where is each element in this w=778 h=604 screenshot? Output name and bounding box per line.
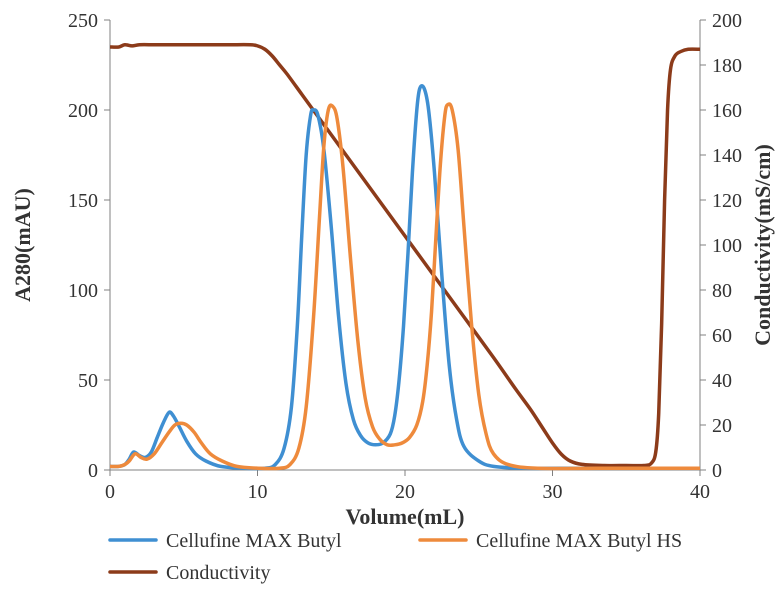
y-right-tick-label: 160 <box>712 100 742 122</box>
y-right-tick-label: 120 <box>712 190 742 212</box>
y-left-tick-label: 0 <box>88 460 98 482</box>
y-left-tick-label: 200 <box>68 100 98 122</box>
y-right-tick-label: 20 <box>712 415 732 437</box>
x-axis-label: Volume(mL) <box>346 504 465 529</box>
series-butyl <box>110 86 700 469</box>
x-tick-label: 20 <box>395 481 415 503</box>
y-left-axis-label: A280(mAU) <box>10 188 35 302</box>
y-right-axis-label: Conductivity(mS/cm) <box>750 144 775 346</box>
legend-label-conductivity: Conductivity <box>166 562 270 584</box>
legend-label-butyl_hs: Cellufine MAX Butyl HS <box>476 530 682 552</box>
chart-svg: 0102030400501001502002500204060801001201… <box>0 0 778 604</box>
y-right-tick-label: 80 <box>712 280 732 302</box>
y-right-tick-label: 60 <box>712 325 732 347</box>
x-tick-label: 40 <box>690 481 710 503</box>
y-right-tick-label: 180 <box>712 55 742 77</box>
y-right-tick-label: 200 <box>712 10 742 32</box>
y-right-tick-label: 100 <box>712 235 742 257</box>
y-right-tick-label: 140 <box>712 145 742 167</box>
series-conductivity <box>110 45 700 466</box>
y-left-tick-label: 100 <box>68 280 98 302</box>
y-right-tick-label: 0 <box>712 460 722 482</box>
legend-label-butyl: Cellufine MAX Butyl <box>166 530 342 552</box>
x-tick-label: 30 <box>543 481 563 503</box>
chromatogram-chart: 0102030400501001502002500204060801001201… <box>0 0 778 604</box>
x-tick-label: 10 <box>248 481 268 503</box>
y-right-tick-label: 40 <box>712 370 732 392</box>
x-tick-label: 0 <box>105 481 115 503</box>
y-left-tick-label: 50 <box>78 370 98 392</box>
y-left-tick-label: 250 <box>68 10 98 32</box>
y-left-tick-label: 150 <box>68 190 98 212</box>
